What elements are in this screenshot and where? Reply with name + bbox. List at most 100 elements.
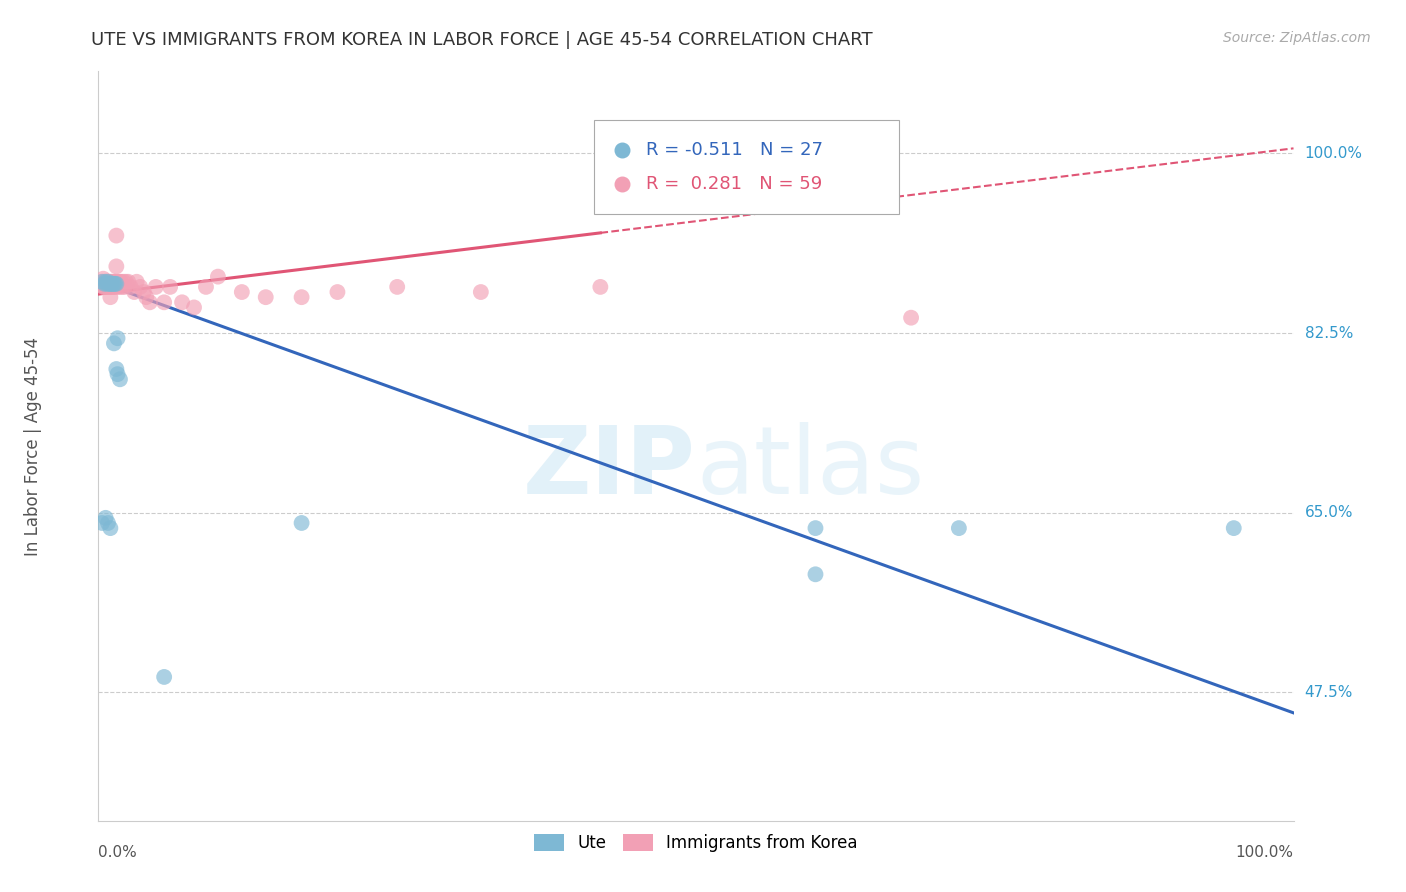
Text: 100.0%: 100.0% (1236, 845, 1294, 860)
Point (98, 280, 122, 294)
Point (94, 275, 117, 289)
Legend: Ute, Immigrants from Korea: Ute, Immigrants from Korea (527, 827, 865, 859)
Point (610, 301, 633, 315)
Point (100, 275, 122, 289)
Point (94, 275, 117, 289)
Point (103, 275, 125, 289)
Point (145, 280, 167, 294)
Text: In Labor Force | Age 45-54: In Labor Force | Age 45-54 (24, 336, 42, 556)
Point (108, 275, 131, 289)
Point (93, 277, 115, 291)
Text: Source: ZipAtlas.com: Source: ZipAtlas.com (1223, 31, 1371, 45)
Point (254, 290, 277, 304)
Text: ZIP: ZIP (523, 423, 696, 515)
Point (385, 280, 409, 294)
Point (589, 280, 612, 294)
Point (231, 285, 253, 299)
Text: 82.5%: 82.5% (1305, 326, 1353, 341)
Point (105, 275, 128, 289)
Point (110, 275, 132, 289)
Point (153, 670, 176, 684)
Point (91, 516, 114, 530)
Point (105, 260, 128, 274)
Point (135, 290, 157, 304)
Point (108, 372, 131, 386)
Point (124, 285, 146, 299)
Point (97, 275, 120, 289)
Point (105, 277, 128, 291)
Text: 47.5%: 47.5% (1305, 685, 1353, 700)
Point (91, 275, 114, 289)
Point (470, 285, 492, 299)
Point (91, 280, 114, 294)
Point (104, 275, 127, 289)
Text: atlas: atlas (696, 423, 924, 515)
Point (96, 280, 118, 294)
Point (195, 280, 218, 294)
Point (183, 301, 205, 315)
Point (104, 280, 127, 294)
Point (172, 295, 194, 310)
Point (107, 367, 129, 381)
Point (112, 275, 135, 289)
Point (132, 285, 155, 299)
Point (98, 277, 121, 291)
Point (104, 277, 127, 291)
Point (108, 280, 131, 294)
Point (900, 310, 922, 325)
Point (94, 280, 117, 294)
Point (117, 275, 139, 289)
Point (129, 280, 152, 294)
Point (91, 275, 114, 289)
Point (98, 275, 122, 289)
Point (125, 275, 148, 289)
Point (107, 331, 129, 345)
Point (326, 285, 349, 299)
Point (97, 280, 120, 294)
Point (114, 280, 136, 294)
Text: R =  0.281   N = 59: R = 0.281 N = 59 (645, 175, 823, 193)
Point (105, 228, 128, 243)
Point (159, 280, 181, 294)
Point (804, 521, 827, 535)
Point (91, 271, 114, 285)
Point (98, 521, 122, 535)
Point (103, 280, 125, 294)
Point (97, 275, 120, 289)
Point (96, 277, 118, 291)
Point (105, 362, 128, 376)
Point (804, 567, 827, 582)
Text: R = -0.511   N = 27: R = -0.511 N = 27 (645, 141, 823, 159)
Point (101, 277, 124, 291)
Point (107, 280, 129, 294)
Point (1223, 521, 1246, 535)
Point (153, 295, 176, 310)
Point (101, 275, 124, 289)
Text: 65.0%: 65.0% (1305, 505, 1353, 520)
Point (291, 290, 314, 304)
Point (93, 275, 115, 289)
Point (100, 280, 122, 294)
Point (103, 336, 125, 351)
Point (291, 516, 314, 530)
Point (107, 275, 129, 289)
Point (111, 280, 134, 294)
Point (101, 280, 124, 294)
Text: 100.0%: 100.0% (1305, 146, 1362, 161)
Point (120, 280, 142, 294)
Point (115, 275, 138, 289)
Point (610, 254, 633, 268)
Point (98, 277, 122, 291)
Point (97, 516, 120, 530)
FancyBboxPatch shape (595, 120, 900, 214)
Point (98, 275, 121, 289)
Text: 0.0%: 0.0% (98, 845, 138, 860)
Point (103, 277, 125, 291)
Point (207, 269, 229, 284)
Point (98, 280, 121, 294)
Point (948, 521, 970, 535)
Point (93, 280, 115, 294)
Point (94, 511, 117, 525)
Point (100, 277, 122, 291)
Point (98, 290, 122, 304)
